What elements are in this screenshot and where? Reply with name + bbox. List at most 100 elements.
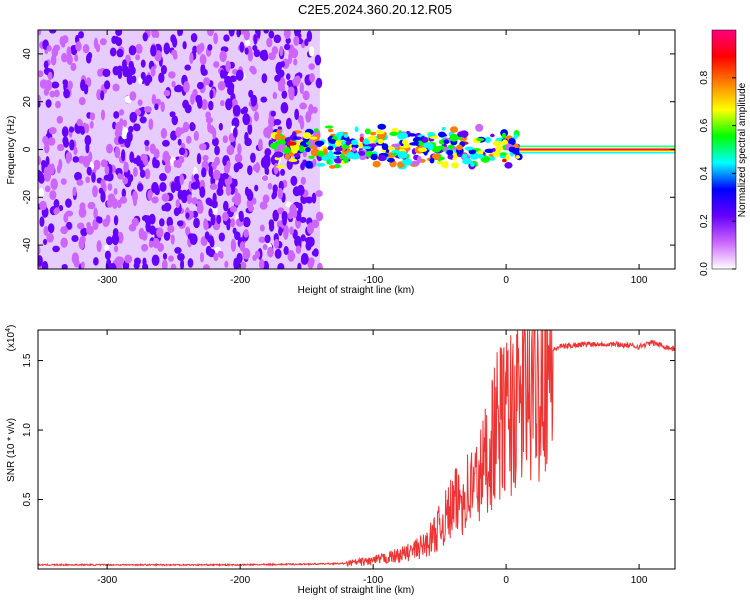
heatmap-cell — [75, 41, 82, 52]
heatmap-cell — [62, 136, 69, 146]
heatmap-cell — [180, 259, 185, 269]
heatmap-cell — [203, 220, 209, 231]
y-tick-label: 1.0 — [22, 423, 33, 437]
heatmap-cell — [475, 123, 484, 132]
heatmap-cell — [417, 147, 428, 153]
heatmap-cell — [242, 216, 251, 228]
heatmap-cell — [170, 130, 178, 141]
heatmap-cell — [251, 98, 256, 107]
heatmap-cell — [160, 128, 168, 139]
heatmap-cell — [163, 42, 171, 55]
heatmap-cell — [144, 168, 151, 180]
heatmap-cell — [164, 232, 171, 239]
heatmap-cell — [306, 222, 315, 235]
heatmap-cell — [89, 112, 96, 121]
heatmap-cell — [150, 44, 157, 57]
heatmap-layer — [38, 30, 675, 269]
heatmap-cell — [93, 207, 98, 219]
heatmap-cell — [426, 143, 434, 151]
heatmap-cell — [264, 148, 272, 157]
heatmap-cell — [76, 179, 84, 186]
heatmap-cell — [174, 246, 182, 254]
heatmap-cell — [223, 34, 230, 42]
heatmap-cell — [271, 46, 279, 55]
heatmap-cell — [315, 190, 323, 198]
heatmap-cell — [259, 201, 268, 210]
heatmap-cell — [515, 155, 521, 159]
heatmap-cell — [217, 81, 226, 91]
colorbar-frame — [711, 29, 737, 270]
heatmap-cell — [199, 252, 205, 263]
heatmap-cell — [191, 197, 198, 205]
heatmap-cell — [177, 138, 182, 146]
heatmap-cell — [289, 226, 294, 235]
heatmap-cell — [188, 180, 193, 192]
heatmap-cell — [129, 91, 137, 101]
heatmap-cell — [148, 240, 154, 248]
heatmap-cell — [225, 185, 232, 196]
heatmap-cell — [211, 161, 217, 170]
heatmap-cell — [335, 140, 342, 147]
heatmap-cell — [50, 178, 58, 190]
heatmap-cell — [83, 84, 89, 95]
heatmap-cell — [254, 250, 261, 259]
heatmap-cell — [183, 81, 190, 93]
heatmap-cell — [193, 130, 199, 142]
heatmap-cell — [277, 80, 285, 90]
heatmap-cell — [60, 226, 69, 235]
heatmap-cell — [182, 41, 187, 50]
heatmap-cell — [100, 190, 106, 203]
spectrogram-y-axis-label: Frequency (Hz) — [6, 116, 17, 185]
heatmap-cell — [199, 42, 205, 52]
heatmap-cell — [125, 68, 132, 79]
heatmap-cell — [264, 234, 271, 244]
heatmap-cell — [38, 187, 44, 198]
heatmap-cell — [370, 153, 378, 161]
colorbar-gradient — [712, 30, 736, 269]
colorbar-tick-label: 0.2 — [699, 214, 710, 228]
heatmap-cell — [381, 143, 389, 151]
heatmap-cell — [56, 115, 63, 124]
heatmap-cell — [65, 210, 74, 217]
heatmap-cell — [138, 77, 143, 85]
heatmap-cell — [243, 30, 250, 41]
heatmap-cell — [119, 118, 124, 127]
heatmap-cell — [68, 126, 75, 133]
heatmap-cell — [170, 263, 177, 269]
heatmap-cell — [70, 62, 77, 72]
heatmap-cell — [82, 43, 90, 54]
heatmap-cell — [48, 30, 57, 34]
heatmap-cell — [122, 119, 127, 127]
heatmap-cell — [293, 135, 298, 140]
heatmap-cell — [298, 202, 303, 214]
heatmap-cell — [89, 121, 94, 129]
heatmap-cell — [502, 158, 507, 163]
heatmap-cell — [294, 108, 300, 121]
heatmap-cell — [370, 131, 377, 136]
heatmap-cell — [273, 162, 279, 175]
heatmap-cell — [128, 45, 137, 56]
heatmap-cell — [305, 160, 313, 169]
heatmap-cell — [328, 164, 337, 169]
heatmap-cell — [421, 137, 429, 143]
heatmap-cell — [273, 151, 284, 158]
heatmap-cell — [234, 153, 243, 163]
heatmap-cell — [399, 132, 408, 139]
heatmap-cell — [277, 187, 284, 200]
heatmap-cell — [462, 131, 468, 139]
heatmap-cell — [328, 139, 337, 144]
heatmap-cell — [351, 147, 357, 152]
heatmap-cell — [499, 152, 507, 156]
heatmap-cell — [202, 264, 210, 269]
heatmap-cell — [377, 123, 387, 130]
heatmap-cell — [196, 81, 204, 90]
heatmap-cell — [272, 189, 278, 199]
heatmap-cell — [109, 262, 117, 269]
heatmap-cell — [305, 241, 312, 251]
y-tick-label: -20 — [22, 190, 33, 205]
heatmap-cell — [38, 30, 42, 36]
heatmap-cell — [162, 150, 170, 163]
heatmap-cell — [111, 198, 119, 209]
heatmap-cell — [334, 146, 343, 152]
heatmap-cell — [48, 127, 57, 135]
